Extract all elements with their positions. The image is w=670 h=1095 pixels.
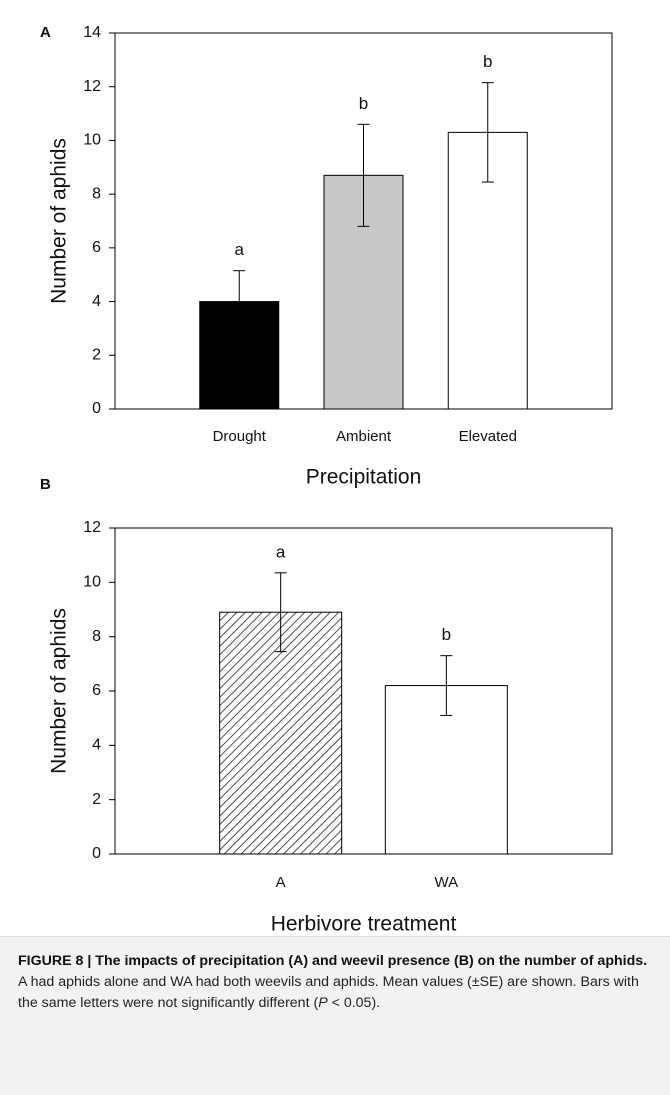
bar (199, 301, 280, 410)
y-tick-label: 6 (92, 682, 101, 699)
y-tick-label: 0 (92, 845, 101, 862)
y-axis-label: Number of aphids (48, 608, 71, 774)
significance-letter: b (483, 52, 492, 71)
x-tick-label: Drought (213, 428, 267, 445)
y-tick-label: 2 (92, 347, 101, 364)
bar (219, 611, 343, 855)
caption-italic: P (318, 995, 328, 1011)
caption-end: < 0.05). (327, 995, 381, 1011)
y-tick-label: 8 (92, 185, 101, 202)
caption: FIGURE 8 | The impacts of precipitation … (0, 936, 670, 1095)
panel-label: A (40, 24, 51, 41)
x-tick-label: WA (435, 874, 459, 891)
x-axis-label: Herbivore treatment (271, 913, 457, 936)
y-tick-label: 12 (83, 78, 101, 95)
caption-title: FIGURE 8 | The impacts of precipitation … (18, 953, 648, 969)
x-tick-label: A (276, 874, 286, 891)
panel-label: B (40, 476, 51, 493)
y-tick-label: 10 (83, 132, 101, 149)
significance-letter: a (235, 240, 245, 259)
y-axis-label: Number of aphids (48, 138, 71, 304)
y-tick-label: 6 (92, 239, 101, 256)
y-tick-label: 10 (83, 574, 101, 591)
y-tick-label: 0 (92, 400, 101, 417)
caption-text: A had aphids alone and WA had both weevi… (18, 974, 639, 1011)
significance-letter: b (359, 94, 368, 113)
plot-frame (114, 527, 613, 855)
y-tick-label: 4 (92, 293, 101, 310)
y-tick-label: 12 (83, 519, 101, 536)
y-tick-label: 2 (92, 791, 101, 808)
figure: A 0 2 4 6 8 10 12 14 Number of aphids Precipitatio… (40, 24, 613, 936)
y-tick-label: 4 (92, 737, 101, 754)
y-tick-label: 14 (83, 24, 101, 41)
x-tick-label: Elevated (459, 428, 517, 445)
y-tick-label: 8 (92, 628, 101, 645)
significance-letter: b (442, 625, 451, 644)
x-tick-label: Ambient (336, 428, 392, 445)
significance-letter: a (276, 542, 286, 561)
x-axis-label: Precipitation (306, 466, 422, 489)
